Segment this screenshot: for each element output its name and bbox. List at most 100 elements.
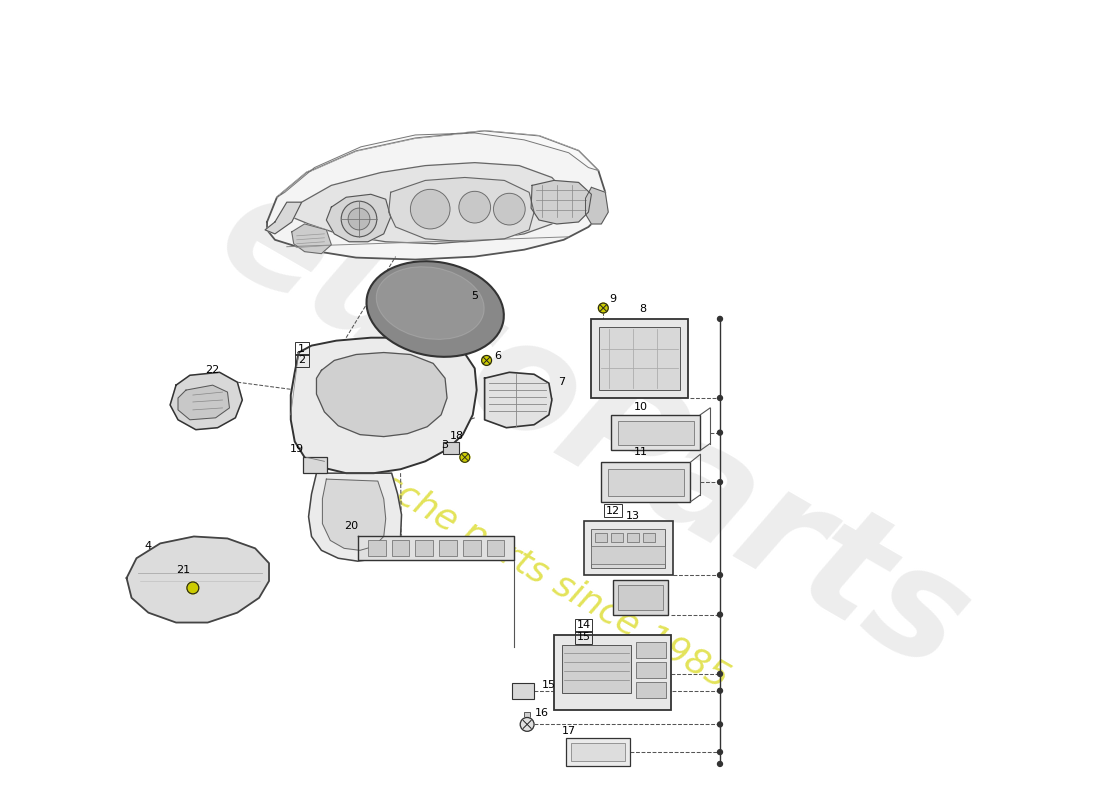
Text: 17: 17	[562, 726, 575, 736]
Polygon shape	[292, 224, 331, 254]
Text: 6: 6	[494, 351, 501, 362]
Polygon shape	[170, 372, 242, 430]
Circle shape	[717, 688, 723, 694]
Polygon shape	[327, 194, 390, 242]
Circle shape	[717, 395, 723, 401]
Bar	[627, 533, 639, 542]
Circle shape	[459, 191, 491, 223]
Circle shape	[717, 480, 723, 485]
Circle shape	[717, 430, 723, 435]
Text: 8: 8	[639, 304, 647, 314]
Bar	[574, 631, 593, 644]
Polygon shape	[292, 162, 565, 244]
Circle shape	[187, 582, 199, 594]
Text: 7: 7	[558, 377, 565, 387]
Bar	[612, 415, 701, 450]
Bar	[613, 580, 668, 614]
Bar	[636, 642, 666, 658]
Bar	[571, 743, 625, 761]
Text: 15: 15	[576, 632, 591, 642]
Circle shape	[460, 453, 470, 462]
Bar	[513, 683, 535, 698]
Text: 5: 5	[471, 291, 478, 301]
Bar	[602, 462, 691, 502]
Bar	[583, 521, 672, 575]
Bar	[618, 421, 694, 445]
Bar	[486, 541, 505, 556]
Bar	[636, 662, 666, 678]
Circle shape	[717, 573, 723, 578]
Text: 21: 21	[176, 565, 190, 575]
Polygon shape	[531, 181, 592, 224]
Circle shape	[717, 612, 723, 617]
Polygon shape	[485, 372, 552, 428]
Bar	[416, 541, 433, 556]
Bar	[574, 619, 593, 632]
Text: 1: 1	[298, 343, 305, 354]
Bar	[392, 541, 409, 556]
Bar	[302, 458, 328, 473]
Polygon shape	[265, 202, 301, 234]
Circle shape	[494, 194, 525, 225]
Bar	[612, 533, 623, 542]
Circle shape	[598, 303, 608, 313]
Text: 4: 4	[145, 542, 152, 551]
Text: 19: 19	[289, 445, 304, 454]
Text: 3: 3	[441, 439, 449, 450]
Text: 14: 14	[576, 621, 591, 630]
Bar	[565, 738, 630, 766]
Bar	[642, 533, 654, 542]
Circle shape	[717, 317, 723, 322]
Bar	[592, 319, 689, 398]
Bar	[608, 470, 684, 496]
Bar	[592, 546, 664, 564]
Bar	[367, 541, 386, 556]
Bar	[600, 327, 681, 390]
Circle shape	[341, 202, 377, 237]
Polygon shape	[322, 479, 386, 550]
Text: a porsche parts since 1985: a porsche parts since 1985	[294, 421, 735, 696]
Polygon shape	[178, 385, 230, 420]
Text: 15: 15	[542, 680, 556, 690]
Circle shape	[348, 208, 370, 230]
Bar	[592, 529, 664, 568]
Text: euroParts: euroParts	[194, 156, 993, 703]
Bar	[295, 342, 309, 355]
Circle shape	[410, 190, 450, 229]
Circle shape	[482, 355, 492, 366]
Polygon shape	[309, 473, 402, 562]
Circle shape	[717, 722, 723, 727]
Bar	[562, 646, 631, 693]
Ellipse shape	[376, 266, 484, 339]
Text: 12: 12	[606, 506, 620, 516]
Text: 11: 11	[634, 447, 648, 458]
Polygon shape	[267, 131, 605, 259]
Circle shape	[717, 671, 723, 677]
Bar	[618, 585, 662, 610]
Text: 9: 9	[609, 294, 617, 304]
Text: 18: 18	[450, 430, 464, 441]
Bar	[595, 533, 607, 542]
Circle shape	[717, 750, 723, 754]
Bar	[443, 442, 459, 454]
Bar	[636, 682, 666, 698]
Text: 10: 10	[634, 402, 648, 412]
Polygon shape	[585, 187, 608, 224]
Bar	[463, 541, 481, 556]
Polygon shape	[126, 537, 270, 622]
Polygon shape	[317, 353, 447, 437]
Bar	[553, 635, 671, 710]
Bar	[295, 354, 309, 367]
Text: 2: 2	[298, 355, 305, 366]
Polygon shape	[277, 131, 598, 198]
Polygon shape	[290, 338, 476, 473]
Text: 22: 22	[206, 366, 220, 375]
Polygon shape	[388, 178, 535, 242]
Polygon shape	[358, 537, 515, 560]
Ellipse shape	[366, 262, 504, 357]
Text: 16: 16	[535, 707, 549, 718]
Text: 13: 13	[626, 510, 640, 521]
Circle shape	[717, 762, 723, 766]
Circle shape	[520, 718, 535, 731]
Bar	[439, 541, 456, 556]
